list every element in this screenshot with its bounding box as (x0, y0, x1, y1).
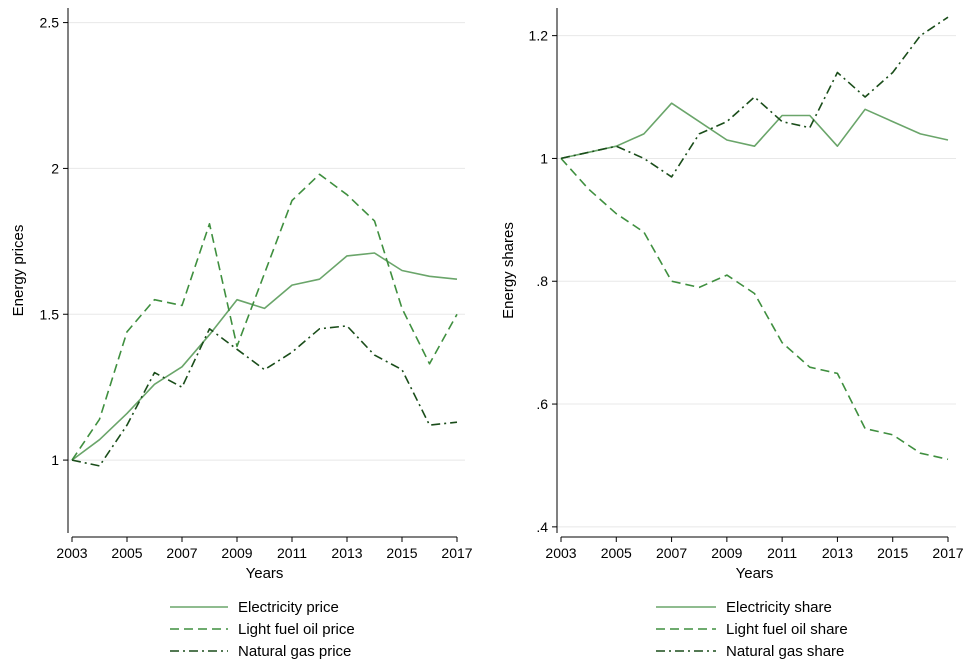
x-tick-label: 2015 (877, 545, 908, 561)
chart-panel-shares: .4 .6 .8 1 1.2 2003 2005 2007 2009 2011 2013 2015 20… (500, 8, 964, 660)
x-tick-label: 2017 (441, 545, 472, 561)
y-tick-label: 1.2 (529, 28, 549, 44)
series-line-dash (71, 173, 458, 461)
legend-label: Electricity share (726, 599, 832, 616)
y-tick-label: .6 (536, 396, 548, 412)
chart-panel-prices: 1 1.5 2 2.5 2003 2005 2007 2009 2011 2013 2015 2017… (10, 8, 473, 660)
series-line-dashdot (71, 325, 458, 467)
x-tick-label: 2003 (56, 545, 87, 561)
series-line-solid (71, 252, 458, 461)
y-axis-label: Energy prices (10, 225, 27, 317)
x-tick-label: 2007 (166, 545, 197, 561)
y-tick-label: .4 (536, 519, 548, 535)
y-tick-label: .8 (536, 273, 548, 289)
y-tick-label: 1 (51, 452, 59, 468)
x-axis-label: Years (736, 565, 774, 582)
x-tick-label: 2005 (601, 545, 632, 561)
x-axis-label: Years (246, 565, 284, 582)
legend-label: Electricity price (238, 599, 339, 616)
x-tick-label: 2009 (711, 545, 742, 561)
y-tick-label: 1 (540, 150, 548, 166)
series-line-dashdot (560, 16, 949, 178)
legend-label: Natural gas share (726, 643, 844, 660)
legend-label: Natural gas price (238, 643, 351, 660)
series-line-dash (560, 157, 949, 461)
y-tick-label: 2 (51, 160, 59, 176)
legend-label: Light fuel oil price (238, 621, 355, 638)
x-tick-label: 2003 (545, 545, 576, 561)
x-tick-label: 2013 (822, 545, 853, 561)
x-tick-label: 2009 (221, 545, 252, 561)
series-line-solid (560, 102, 949, 160)
x-tick-label: 2017 (932, 545, 963, 561)
x-tick-label: 2013 (331, 545, 362, 561)
x-tick-label: 2005 (111, 545, 142, 561)
legend-label: Light fuel oil share (726, 621, 848, 638)
x-tick-label: 2015 (386, 545, 417, 561)
y-axis-label: Energy shares (500, 222, 517, 319)
x-tick-label: 2011 (277, 545, 307, 561)
y-tick-label: 2.5 (40, 15, 60, 31)
y-tick-label: 1.5 (40, 306, 60, 322)
x-tick-label: 2011 (767, 545, 797, 561)
x-tick-label: 2007 (656, 545, 687, 561)
